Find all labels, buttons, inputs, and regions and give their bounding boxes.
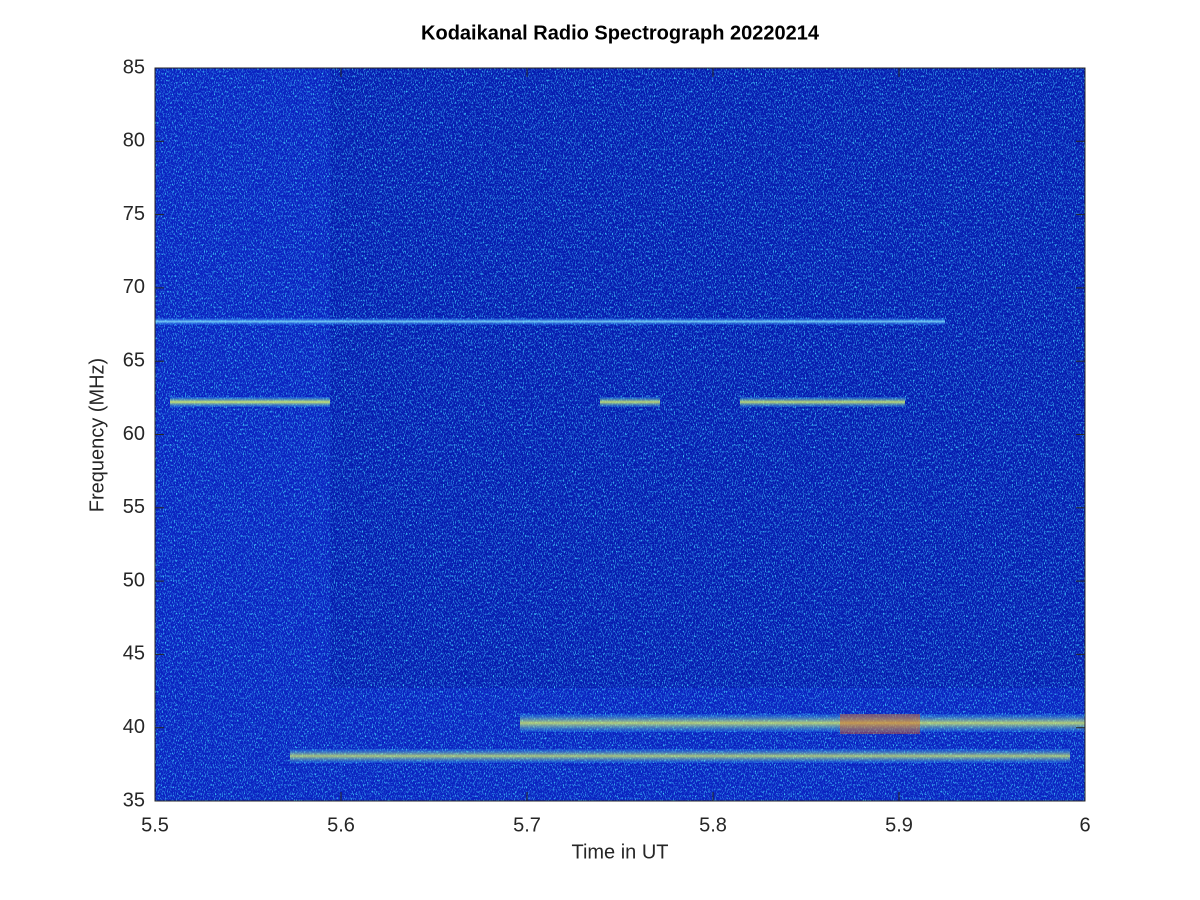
y-axis-label: Frequency (MHz) <box>86 358 108 512</box>
x-tick-label: 5.9 <box>885 814 913 836</box>
x-tick-label: 5.8 <box>699 814 727 836</box>
y-tick-label: 35 <box>123 789 145 811</box>
y-tick-label: 55 <box>123 496 145 518</box>
x-tick-label: 5.7 <box>513 814 541 836</box>
y-tick-label: 45 <box>123 643 145 665</box>
y-tick-label: 70 <box>123 276 145 298</box>
y-tick-label: 85 <box>123 56 145 78</box>
x-tick-label: 6 <box>1079 814 1090 836</box>
x-tick-label: 5.6 <box>327 814 355 836</box>
spectrogram-image <box>155 68 1085 801</box>
y-tick-label: 75 <box>123 203 145 225</box>
x-axis-label: Time in UT <box>571 841 668 863</box>
y-tick-label: 65 <box>123 349 145 371</box>
y-tick-label: 40 <box>123 716 145 738</box>
y-tick-label: 60 <box>123 423 145 445</box>
chart-title: Kodaikanal Radio Spectrograph 20220214 <box>421 22 820 44</box>
y-tick-label: 80 <box>123 130 145 152</box>
y-tick-label: 50 <box>123 569 145 591</box>
x-tick-label: 5.5 <box>141 814 169 836</box>
